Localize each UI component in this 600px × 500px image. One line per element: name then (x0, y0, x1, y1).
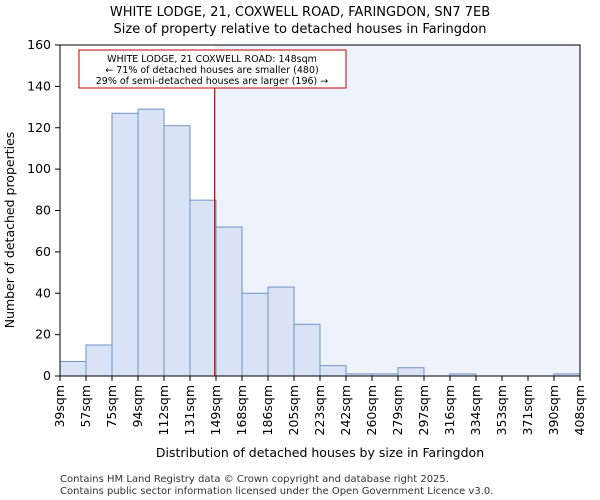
x-axis-label: Distribution of detached houses by size … (156, 445, 484, 460)
y-tick-label: 80 (35, 203, 51, 218)
chart-subtitle: Size of property relative to detached ho… (114, 22, 487, 37)
x-tick-label: 149sqm (208, 385, 223, 435)
bar-186sqm (267, 286, 295, 377)
x-tick-label: 75sqm (104, 385, 119, 428)
x-tick-label: 260sqm (364, 385, 379, 435)
x-tick-label: 57sqm (78, 385, 93, 428)
bar-39sqm (59, 361, 87, 377)
y-tick-label: 120 (27, 120, 51, 135)
footer-line-1: Contains HM Land Registry data © Crown c… (60, 474, 449, 485)
annotation-line-3: 29% of semi-detached houses are larger (… (96, 76, 329, 87)
y-tick-label: 20 (35, 327, 51, 342)
x-tick-label: 131sqm (182, 385, 197, 435)
bar-223sqm (319, 365, 347, 377)
x-tick-label: 279sqm (390, 385, 405, 435)
y-tick-label: 0 (43, 368, 51, 383)
x-tick-label: 316sqm (442, 385, 457, 435)
x-tick-label: 112sqm (156, 385, 171, 435)
bar-94sqm (137, 108, 165, 377)
x-tick-label: 334sqm (468, 385, 483, 435)
y-tick-label: 40 (35, 285, 51, 300)
x-tick-label: 168sqm (234, 385, 249, 435)
x-tick-label: 94sqm (130, 385, 145, 428)
annotation-line-1: WHITE LODGE, 21 COXWELL ROAD: 148sqm (107, 54, 317, 65)
y-tick-label: 60 (35, 244, 51, 259)
bar-75sqm (111, 112, 139, 377)
y-tick-label: 160 (27, 37, 51, 52)
x-tick-label: 242sqm (338, 385, 353, 435)
bar-205sqm (293, 323, 321, 377)
x-tick-label: 408sqm (572, 385, 587, 435)
y-tick-label: 140 (27, 78, 51, 93)
footer-line-2: Contains public sector information licen… (60, 486, 493, 497)
x-tick-label: 371sqm (520, 385, 535, 435)
y-axis-label: Number of detached properties (2, 132, 17, 329)
y-tick-label: 100 (27, 161, 51, 176)
x-tick-label: 353sqm (494, 385, 509, 435)
x-tick-label: 39sqm (52, 385, 67, 428)
x-tick-label: 390sqm (546, 385, 561, 435)
x-tick-label: 205sqm (286, 385, 301, 435)
bar-131sqm (189, 199, 217, 377)
bar-149sqm (215, 226, 243, 377)
x-tick-label: 223sqm (312, 385, 327, 435)
annotation-box: WHITE LODGE, 21 COXWELL ROAD: 148sqm ← 7… (78, 49, 347, 89)
annotation-line-2: ← 71% of detached houses are smaller (48… (105, 65, 318, 76)
bar-112sqm (163, 125, 191, 377)
x-tick-label: 186sqm (260, 385, 275, 435)
x-tick-label: 297sqm (416, 385, 431, 435)
bar-279sqm (397, 367, 425, 377)
bar-57sqm (85, 344, 113, 377)
chart-title: WHITE LODGE, 21, COXWELL ROAD, FARINGDON… (110, 5, 490, 20)
bar-168sqm (241, 292, 269, 377)
